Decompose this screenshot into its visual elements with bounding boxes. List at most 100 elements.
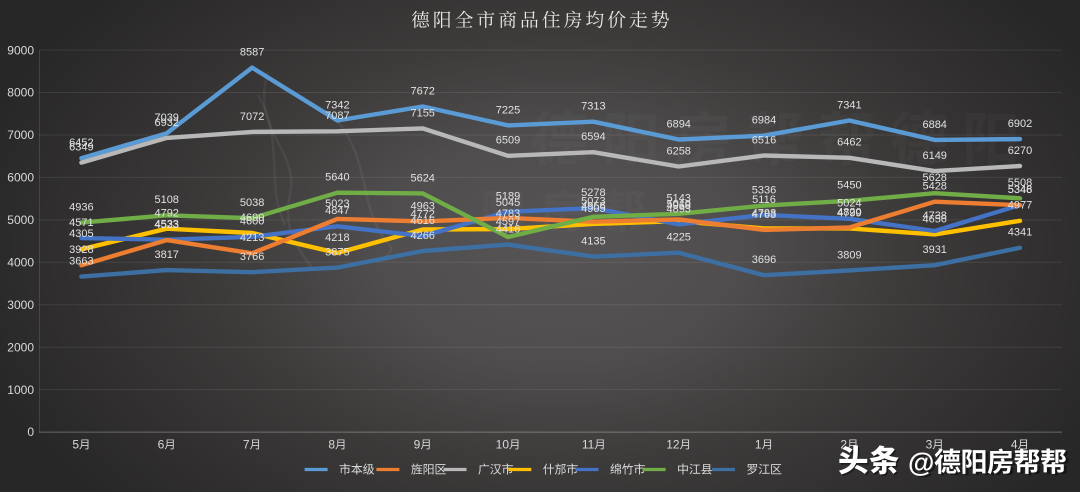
svg-text:1: 1: [755, 438, 762, 452]
svg-text:5073: 5073: [581, 196, 605, 208]
svg-text:12: 12: [666, 438, 680, 452]
svg-text:4213: 4213: [240, 232, 264, 244]
svg-text:4763: 4763: [752, 209, 776, 221]
svg-text:3931: 3931: [922, 244, 946, 256]
svg-text:4847: 4847: [325, 205, 349, 217]
svg-text:5508: 5508: [1008, 177, 1032, 189]
svg-text:6149: 6149: [922, 150, 946, 162]
svg-text:4798: 4798: [752, 207, 776, 219]
svg-text:3766: 3766: [240, 251, 264, 263]
svg-text:@: @: [908, 448, 934, 478]
svg-text:4783: 4783: [496, 208, 520, 220]
svg-text:4820: 4820: [837, 206, 861, 218]
svg-text:4963: 4963: [410, 200, 434, 212]
svg-text:5045: 5045: [496, 197, 520, 209]
svg-text:6000: 6000: [7, 171, 34, 185]
svg-text:7: 7: [243, 438, 250, 452]
svg-text:7342: 7342: [325, 99, 349, 111]
svg-text:5116: 5116: [752, 194, 776, 206]
svg-text:4416: 4416: [496, 224, 520, 236]
svg-text:6270: 6270: [1008, 145, 1032, 157]
svg-text:4977: 4977: [1008, 200, 1032, 212]
svg-text:5143: 5143: [666, 193, 690, 205]
svg-text:7225: 7225: [496, 104, 520, 116]
svg-text:11: 11: [582, 438, 595, 452]
svg-text:9: 9: [414, 438, 421, 452]
svg-text:5108: 5108: [154, 194, 178, 206]
svg-text:5000: 5000: [7, 213, 34, 227]
svg-text:7087: 7087: [325, 110, 349, 122]
svg-text:5189: 5189: [496, 191, 520, 203]
svg-text:4772: 4772: [410, 208, 434, 220]
svg-text:3809: 3809: [837, 249, 861, 261]
svg-text:4792: 4792: [154, 208, 178, 220]
svg-text:7000: 7000: [7, 128, 34, 142]
svg-text:4533: 4533: [154, 219, 178, 231]
svg-text:7672: 7672: [410, 85, 434, 97]
svg-text:6902: 6902: [1008, 118, 1032, 130]
svg-text:4135: 4135: [581, 236, 605, 248]
svg-text:10: 10: [496, 438, 510, 452]
svg-text:4523: 4523: [154, 219, 178, 231]
svg-text:5346: 5346: [1008, 184, 1032, 196]
svg-text:4600: 4600: [240, 216, 264, 228]
svg-text:4799: 4799: [837, 207, 861, 219]
svg-text:4936: 4936: [69, 202, 93, 214]
svg-text:3817: 3817: [154, 249, 178, 261]
svg-text:6932: 6932: [154, 117, 178, 129]
svg-text:5010: 5010: [666, 198, 690, 210]
svg-text:4341: 4341: [1008, 227, 1032, 239]
svg-text:4616: 4616: [410, 215, 434, 227]
svg-text:4: 4: [1011, 438, 1018, 452]
svg-text:7072: 7072: [240, 111, 264, 123]
svg-text:4225: 4225: [666, 232, 690, 244]
svg-text:3696: 3696: [752, 254, 776, 266]
svg-text:4266: 4266: [410, 230, 434, 242]
svg-text:5038: 5038: [240, 197, 264, 209]
svg-text:5428: 5428: [922, 181, 946, 193]
svg-text:6349: 6349: [69, 142, 93, 154]
svg-text:7341: 7341: [837, 99, 861, 111]
svg-text:2: 2: [840, 438, 847, 452]
svg-text:1000: 1000: [7, 383, 34, 397]
svg-text:8: 8: [328, 438, 335, 452]
svg-text:5624: 5624: [410, 172, 434, 184]
svg-text:6258: 6258: [666, 145, 690, 157]
svg-text:4738: 4738: [922, 210, 946, 222]
svg-text:4305: 4305: [69, 228, 93, 240]
svg-text:5278: 5278: [581, 187, 605, 199]
svg-text:6462: 6462: [837, 137, 861, 149]
svg-text:2000: 2000: [7, 340, 34, 354]
svg-text:6594: 6594: [581, 131, 605, 143]
svg-text:5023: 5023: [325, 198, 349, 210]
svg-text:4218: 4218: [325, 232, 349, 244]
svg-text:6984: 6984: [752, 115, 776, 127]
svg-text:7313: 7313: [581, 101, 605, 113]
svg-text:5450: 5450: [837, 180, 861, 192]
svg-text:5024: 5024: [837, 198, 861, 210]
svg-text:3: 3: [926, 438, 933, 452]
svg-text:6: 6: [158, 438, 165, 452]
svg-text:4956: 4956: [581, 201, 605, 213]
svg-text:6509: 6509: [496, 135, 520, 147]
svg-text:5336: 5336: [752, 185, 776, 197]
svg-text:0: 0: [27, 425, 34, 439]
svg-text:5348: 5348: [1008, 184, 1032, 196]
svg-text:3663: 3663: [69, 256, 93, 268]
svg-text:4000: 4000: [7, 256, 34, 270]
svg-text:8587: 8587: [240, 47, 264, 59]
svg-text:8000: 8000: [7, 86, 34, 100]
svg-text:4656: 4656: [922, 213, 946, 225]
svg-text:4597: 4597: [496, 216, 520, 228]
svg-text:7155: 7155: [410, 107, 434, 119]
svg-text:4893: 4893: [666, 203, 690, 215]
svg-text:4690: 4690: [240, 212, 264, 224]
svg-text:5640: 5640: [325, 172, 349, 184]
svg-text:4571: 4571: [69, 217, 93, 229]
svg-text:@: @: [911, 449, 937, 479]
svg-text:4968: 4968: [666, 200, 690, 212]
svg-text:6452: 6452: [69, 137, 93, 149]
svg-text:5628: 5628: [922, 172, 946, 184]
svg-text:3000: 3000: [7, 298, 34, 312]
svg-text:7039: 7039: [154, 112, 178, 124]
